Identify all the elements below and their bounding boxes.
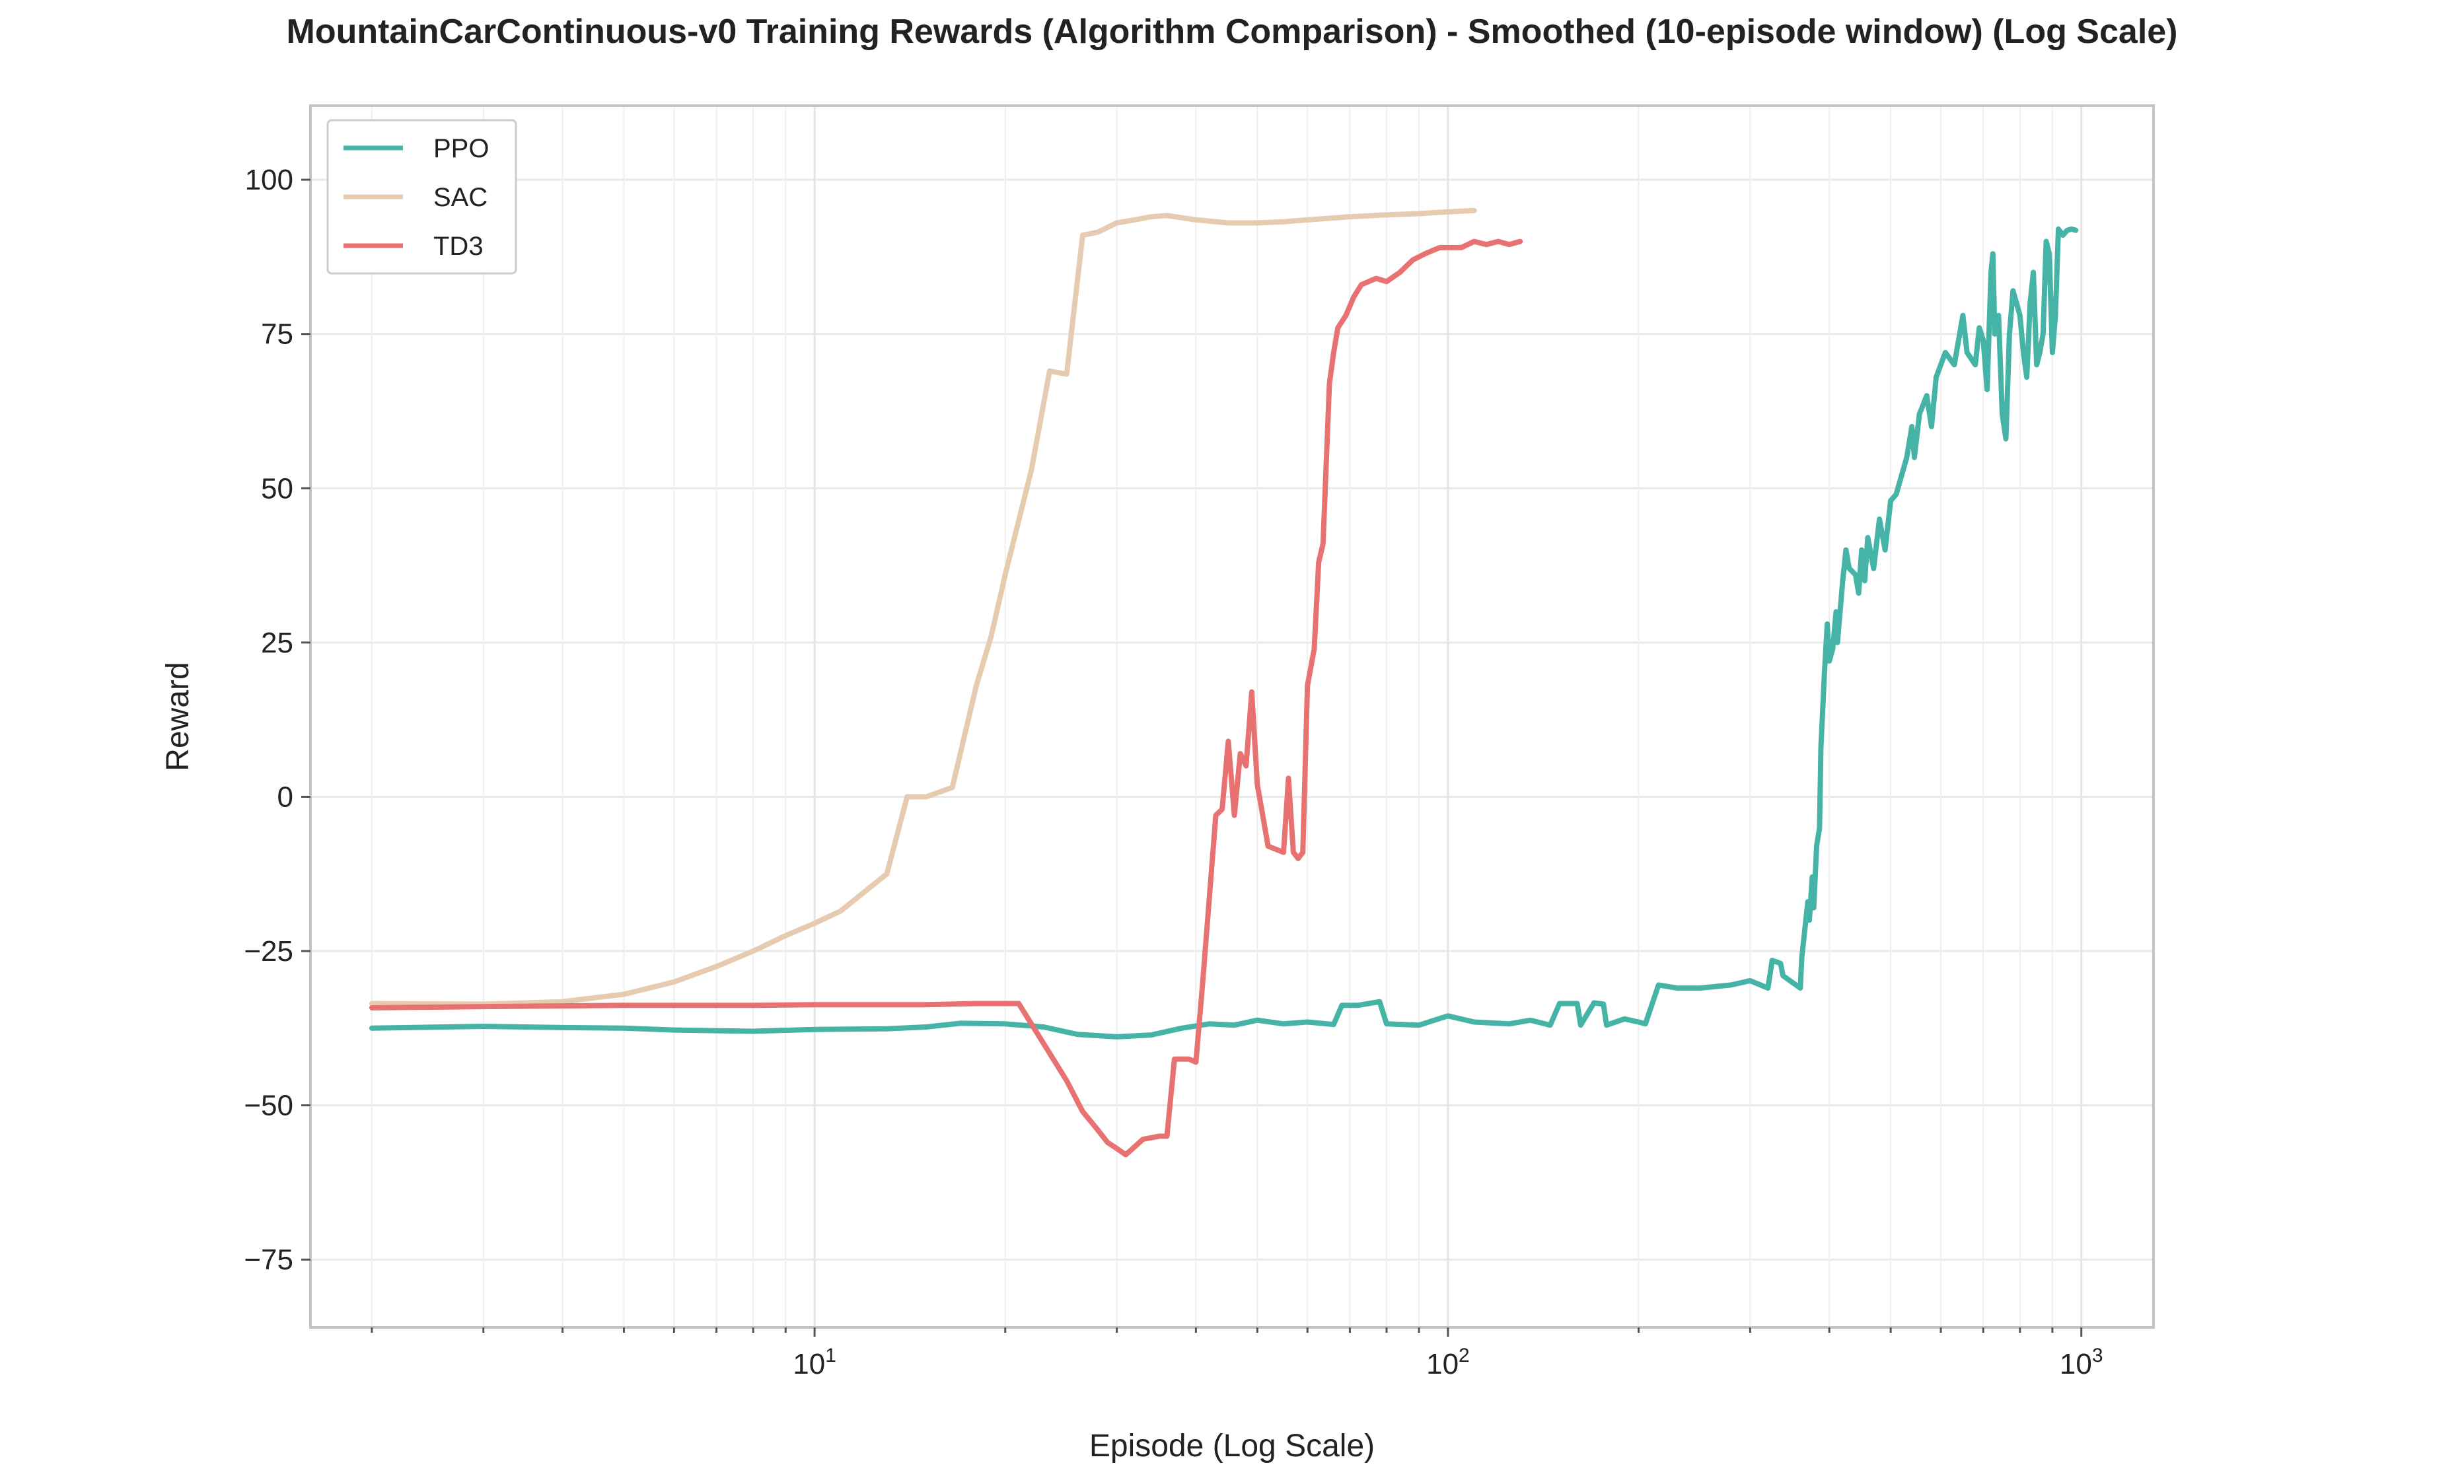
y-tick-label: −25 [244, 935, 293, 968]
y-tick-label: 50 [261, 472, 293, 505]
legend: PPO SAC TD3 [326, 119, 517, 275]
y-tick-label: 100 [245, 164, 293, 196]
y-tick-label: 75 [261, 318, 293, 351]
y-tick-label: 0 [277, 781, 293, 813]
plot-frame [309, 104, 2155, 1329]
y-axis-label: Reward [161, 662, 196, 771]
x-tick-label: 101 [793, 1345, 836, 1380]
x-axis-label: Episode (Log Scale) [1089, 1429, 1375, 1464]
y-tick-label: 25 [261, 627, 293, 659]
series-line-sac [369, 207, 1477, 1007]
y-tick-label: −75 [244, 1244, 293, 1276]
series-line-ppo [369, 226, 2079, 1040]
y-tick-label: −50 [244, 1090, 293, 1122]
x-tick-label: 102 [1426, 1345, 1470, 1380]
x-tick-label: 103 [2060, 1345, 2103, 1380]
legend-label-sac: SAC [433, 183, 488, 212]
lines-layer [369, 207, 2079, 1158]
ticks-layer: −75 −50 −25 0 25 50 75 100 101 102 103 [244, 164, 2103, 1380]
legend-label-td3: TD3 [433, 232, 484, 261]
legend-label-ppo: PPO [433, 134, 489, 163]
series-line-td3 [369, 238, 1523, 1158]
grid-layer [310, 106, 2154, 1327]
chart-title: MountainCarContinuous-v0 Training Reward… [286, 13, 2178, 51]
legend-box [326, 119, 517, 275]
